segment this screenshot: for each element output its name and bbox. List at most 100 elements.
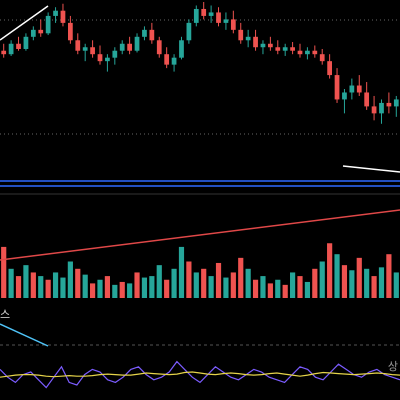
- candle-body: [90, 47, 95, 55]
- candle: [134, 33, 140, 53]
- volume-bar: [208, 276, 214, 298]
- candle-body: [282, 47, 288, 51]
- volume-bar: [15, 276, 22, 298]
- volume-bar: [201, 268, 207, 298]
- candle: [334, 68, 340, 103]
- indicator-label: 스: [0, 308, 11, 321]
- volume-trendline[interactable]: [0, 209, 400, 261]
- candle: [30, 26, 36, 41]
- candle-body: [171, 57, 177, 65]
- volume-bar: [378, 267, 385, 298]
- volume-bar: [38, 276, 44, 298]
- volume-bars: [1, 243, 399, 298]
- candle: [379, 99, 384, 124]
- volume-bar: [304, 281, 310, 298]
- candle: [356, 75, 362, 96]
- candle: [90, 40, 95, 58]
- oscillator-trendline[interactable]: [0, 323, 49, 347]
- volume-bar: [186, 261, 192, 298]
- volume-bar: [90, 283, 96, 298]
- volume-bar: [260, 276, 266, 298]
- candle-body: [371, 106, 377, 114]
- candle-body: [364, 92, 370, 107]
- candle-body: [97, 54, 103, 62]
- candle: [38, 19, 44, 37]
- candle: [290, 42, 295, 55]
- candle: [201, 2, 207, 20]
- stochastic-k-line: [0, 360, 400, 389]
- trendline-upper[interactable]: [0, 5, 49, 41]
- volume-panel[interactable]: [0, 193, 400, 298]
- candle-body: [297, 50, 303, 55]
- volume-bar: [364, 268, 370, 298]
- candle-body: [342, 92, 347, 100]
- candle: [1, 43, 7, 58]
- candle-body: [30, 29, 36, 37]
- candle: [275, 40, 281, 55]
- candle: [97, 45, 103, 65]
- volume-bar: [97, 279, 103, 298]
- volume-bar: [45, 279, 51, 298]
- volume-bar: [60, 277, 66, 298]
- volume-bar: [112, 284, 118, 298]
- candle: [105, 54, 110, 72]
- candle: [253, 29, 258, 51]
- candle: [386, 92, 392, 114]
- oscillator-panel[interactable]: [0, 323, 400, 389]
- candle-body: [38, 29, 44, 34]
- price-panel[interactable]: [0, 2, 400, 187]
- candle: [171, 54, 177, 72]
- candle-body: [305, 50, 310, 55]
- candle-body: [119, 43, 125, 51]
- candle-body: [23, 36, 29, 49]
- volume-bar: [82, 274, 88, 298]
- volume-bar: [341, 265, 348, 298]
- volume-bar: [223, 277, 229, 298]
- candle: [193, 5, 199, 27]
- candle: [127, 36, 132, 55]
- volume-bar: [275, 279, 281, 298]
- candle-body: [312, 50, 318, 55]
- volume-bar: [252, 279, 259, 298]
- candle-body: [208, 12, 214, 16]
- volume-bar: [67, 261, 73, 298]
- trendline-lower[interactable]: [342, 165, 400, 173]
- candle-body: [327, 61, 332, 76]
- candle-body: [179, 40, 184, 58]
- volume-bar: [371, 276, 377, 298]
- volume-bar: [215, 262, 222, 298]
- volume-bar: [297, 276, 303, 298]
- candle-body: [223, 19, 229, 23]
- candle-body: [216, 12, 221, 23]
- candle-body: [193, 8, 199, 23]
- candle: [149, 22, 155, 44]
- candle-body: [156, 40, 162, 55]
- volume-bar: [134, 272, 140, 298]
- candle-body: [45, 15, 51, 34]
- volume-bar: [386, 254, 392, 298]
- candle: [16, 36, 21, 51]
- volume-bar: [75, 268, 81, 298]
- candle-body: [1, 50, 7, 55]
- candle: [164, 47, 170, 69]
- candle-body: [379, 102, 384, 114]
- candle: [364, 82, 370, 110]
- candle: [216, 7, 221, 27]
- candle-body: [290, 47, 295, 51]
- candle-body: [127, 43, 132, 51]
- volume-bar: [156, 265, 162, 298]
- candle: [349, 78, 355, 100]
- candle: [142, 26, 147, 41]
- candle-body: [245, 36, 251, 41]
- volume-bar: [312, 268, 318, 298]
- volume-bar: [23, 265, 29, 298]
- volume-bar: [356, 257, 362, 298]
- volume-bar: [334, 254, 340, 298]
- volume-bar: [282, 284, 288, 298]
- candle-body: [319, 54, 325, 62]
- volume-bar: [267, 283, 273, 298]
- volume-bar: [238, 257, 244, 298]
